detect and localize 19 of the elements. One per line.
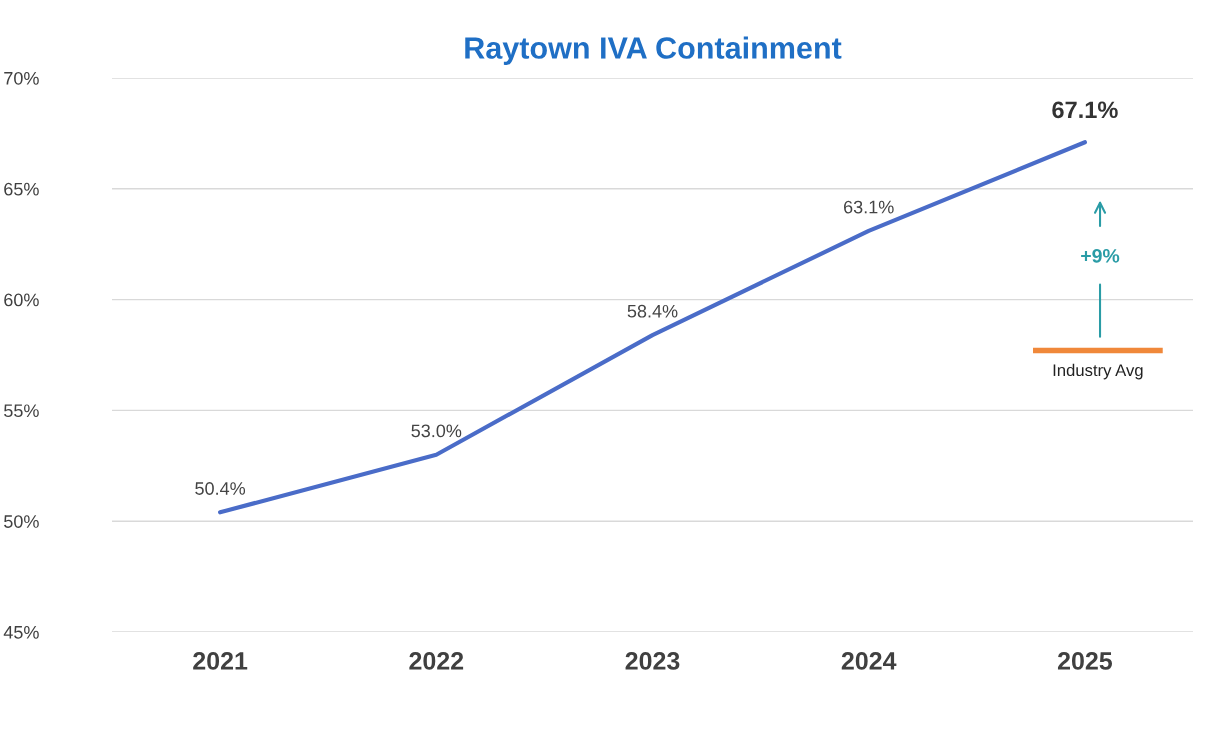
x-tick-label: 2023 (625, 652, 680, 670)
y-tick-label: 50% (4, 515, 39, 528)
x-tick-label: 2022 (409, 652, 464, 670)
chart-title: Raytown IVA Containment (465, 36, 842, 65)
y-tick-label: 70% (4, 71, 39, 85)
data-label: 50.4% (195, 482, 246, 495)
data-label: 63.1% (844, 200, 894, 214)
annotation: +9% (1081, 248, 1120, 263)
ref-line-label: Industry Avg (1053, 363, 1143, 380)
y-tick-label: 55% (4, 404, 39, 418)
y-tick-label: 60% (4, 293, 39, 307)
x-tick-label: 2024 (841, 652, 897, 670)
x-tick-label: 2021 (193, 652, 248, 670)
data-label: 58.4% (627, 304, 678, 318)
y-tick-label: 65% (4, 182, 39, 196)
x-tick-label: 2025 (1057, 652, 1113, 670)
data-label: 53.0% (411, 424, 462, 438)
y-tick-label: 45% (3, 626, 39, 639)
data-label: 67.1% (1052, 101, 1118, 119)
